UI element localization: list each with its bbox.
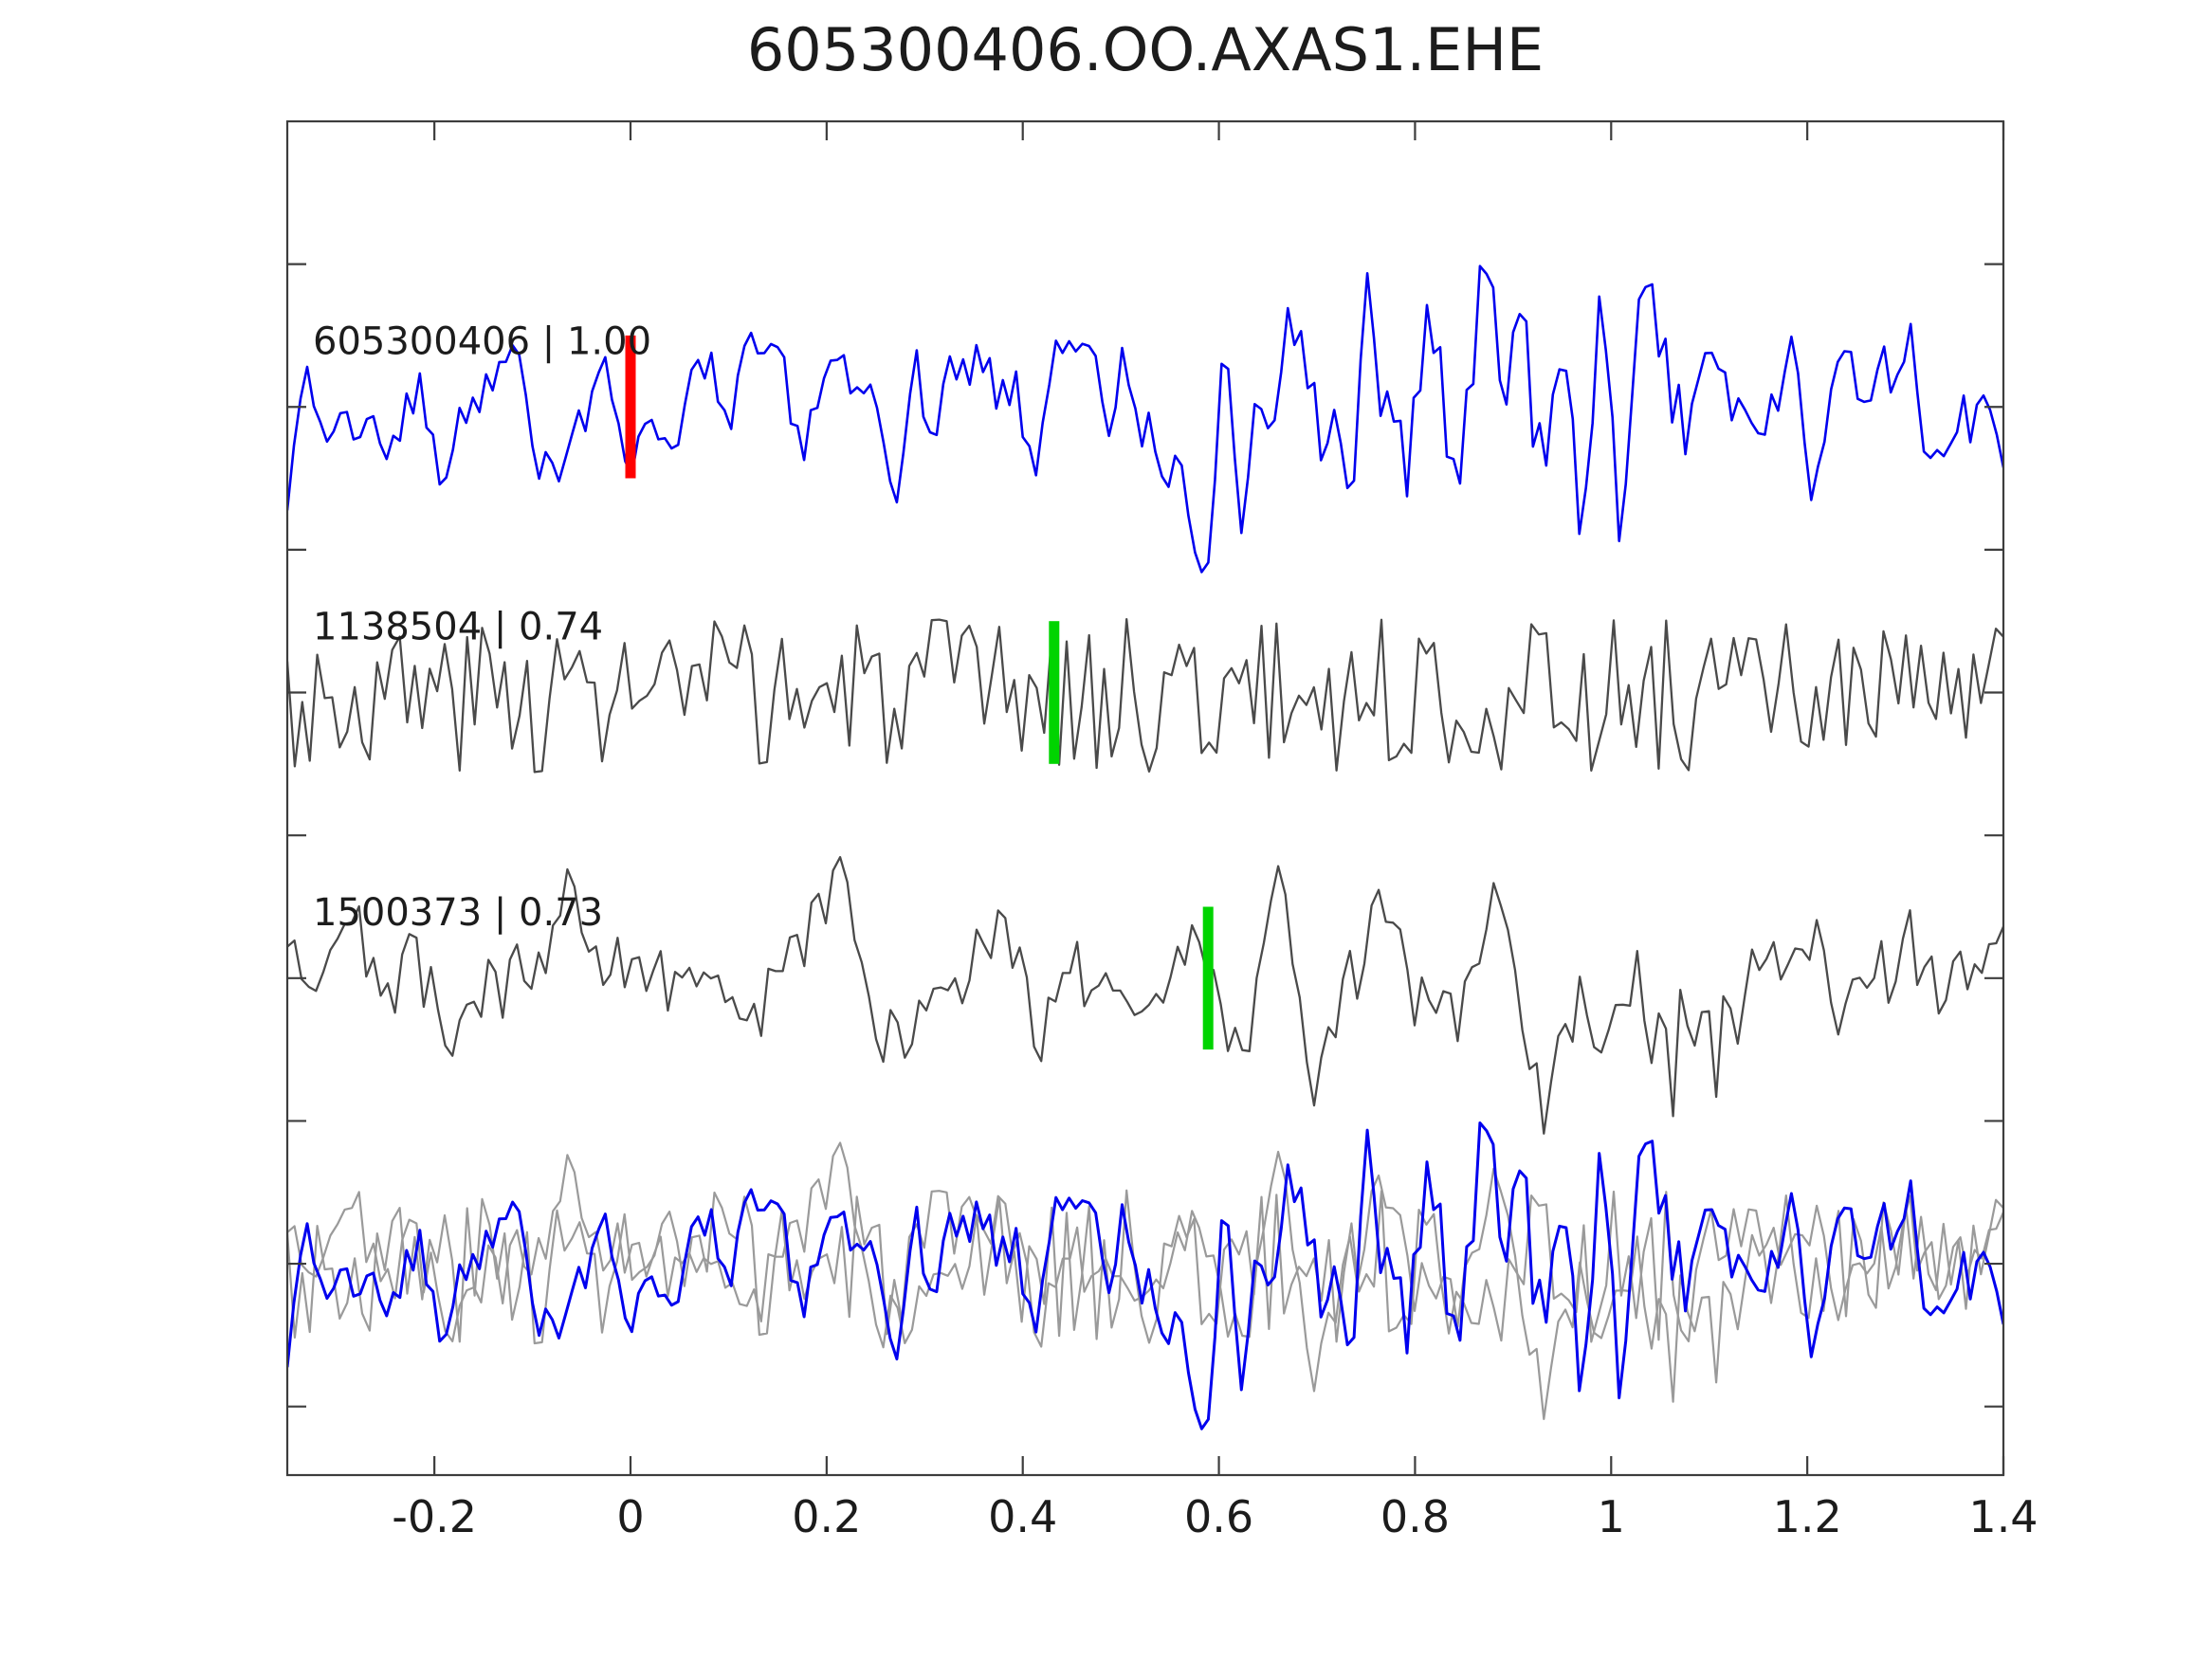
chart-title: 605300406.OO.AXAS1.EHE [746,15,1545,84]
x-tick-label: 1.2 [1773,1491,1842,1542]
trace-label-1500373: 1500373 | 0.73 [313,891,603,935]
x-tick-label: 0.4 [988,1491,1057,1542]
x-tick-label: -0.2 [392,1491,477,1542]
overlay-trace-605300406 [287,1121,2003,1431]
pick-marker-605300406 [625,335,636,479]
pick-marker-1138504 [1049,621,1060,764]
x-tick-label: 0.2 [792,1491,861,1542]
x-tick-label: 0.6 [1184,1491,1253,1542]
x-tick-label: 1.4 [1968,1491,2038,1542]
axes-box [285,119,2005,1477]
overlay-trace-1138504 [287,1189,2003,1345]
pick-marker-1500373 [1202,906,1214,1050]
trace-line-605300406 [287,264,2003,574]
x-tick-label: 1 [1598,1491,1625,1542]
overlay-trace-1500373 [287,1141,2003,1420]
trace-line-1138504 [287,617,2003,774]
trace-label-1138504: 1138504 | 0.74 [313,606,603,649]
x-tick-label: 0 [616,1491,644,1542]
trace-line-1500373 [287,856,2003,1135]
trace-label-605300406: 605300406 | 1.00 [313,319,651,363]
x-tick-label: 0.8 [1380,1491,1450,1542]
plot-area [287,264,2003,1431]
